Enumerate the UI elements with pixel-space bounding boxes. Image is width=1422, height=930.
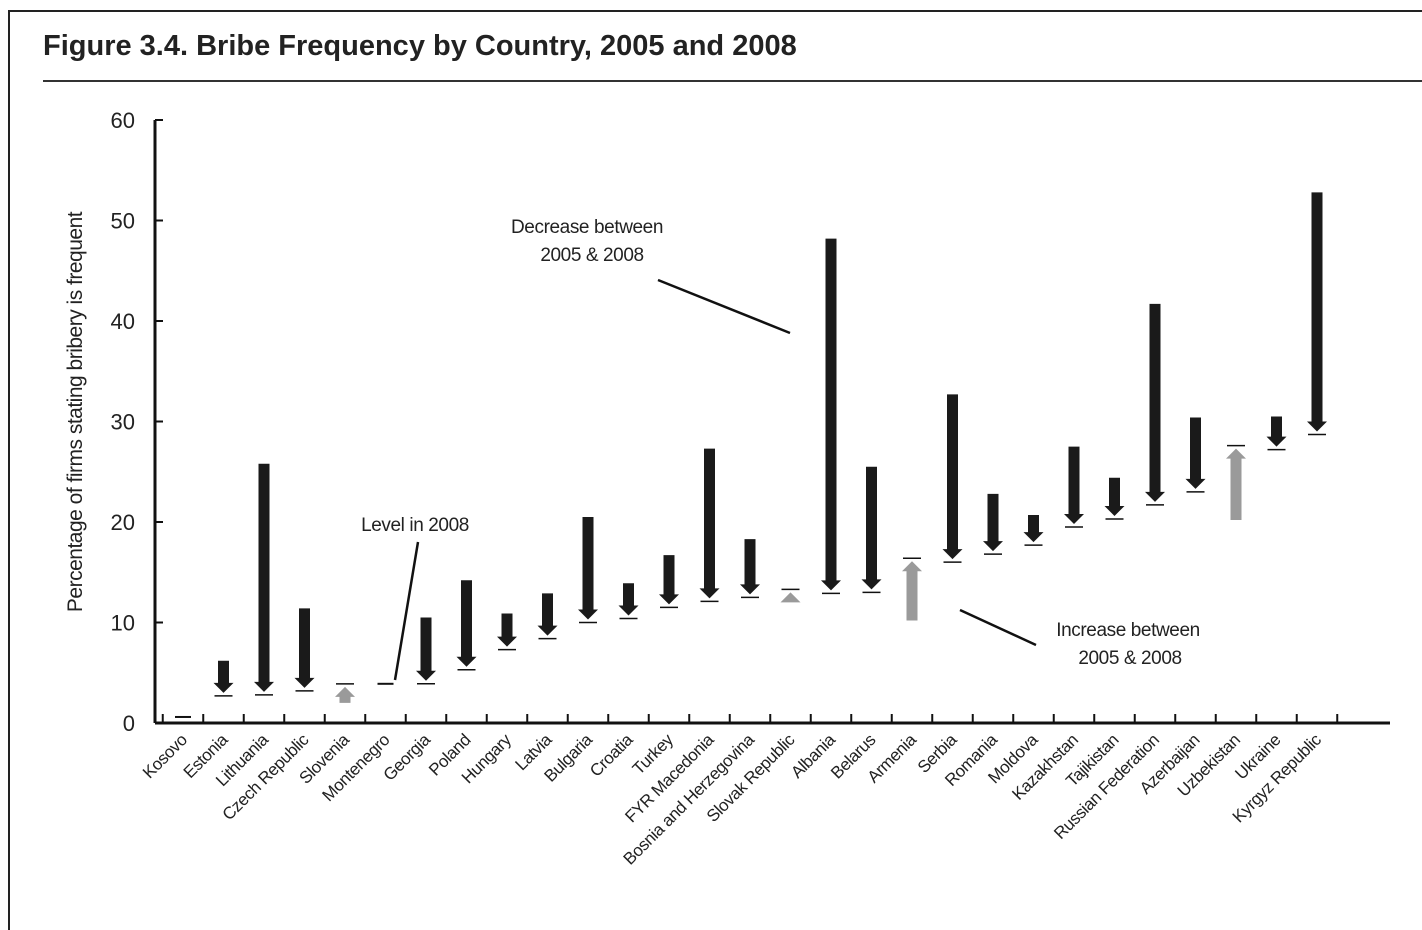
title-rule — [43, 80, 1422, 82]
y-tick-label: 30 — [111, 410, 135, 435]
decrease-arrow — [1185, 417, 1206, 489]
annotation-text: Increase between — [1056, 620, 1200, 641]
increase-arrow — [1226, 448, 1246, 520]
decrease-arrow — [497, 613, 517, 647]
figure-frame — [8, 10, 1422, 930]
decrease-arrow — [942, 394, 963, 560]
y-tick-label: 10 — [111, 611, 135, 636]
decrease-arrow — [1104, 477, 1125, 516]
annotation-leader-line — [393, 541, 420, 681]
decrease-arrow — [537, 593, 558, 636]
annotation-text: 2005 & 2008 — [540, 245, 643, 266]
y-axis-label: Percentage of firms stating bribery is f… — [64, 211, 87, 612]
y-tick-label: 60 — [111, 108, 135, 133]
annotation-leader-line — [657, 278, 791, 335]
decrease-arrow — [821, 238, 841, 591]
annotation-text: Level in 2008 — [361, 515, 469, 536]
decrease-arrow — [659, 555, 679, 605]
decrease-arrow — [416, 617, 436, 681]
decrease-arrow — [578, 516, 598, 620]
decrease-arrow — [213, 660, 234, 693]
decrease-arrow — [699, 448, 720, 599]
annotation-leader-line — [959, 608, 1037, 647]
increase-arrow — [335, 686, 355, 703]
decrease-arrow — [1266, 416, 1287, 447]
decrease-arrow — [1023, 514, 1044, 543]
y-tick-label: 50 — [111, 209, 135, 234]
y-tick-label: 0 — [123, 711, 135, 736]
y-tick-label: 40 — [111, 309, 135, 334]
decrease-arrow — [1064, 446, 1084, 525]
figure-title: Figure 3.4. Bribe Frequency by Country, … — [43, 30, 797, 62]
annotation-text: 2005 & 2008 — [1078, 648, 1181, 669]
decrease-arrow — [294, 608, 315, 688]
x-tick-label: Georgia — [380, 730, 435, 785]
annotation-text: Decrease between — [511, 217, 663, 238]
x-tick-label: Croatia — [586, 730, 637, 781]
y-tick-label: 20 — [111, 510, 135, 535]
chart-annotations: Decrease between 2005 & 2008 Level in 2008… — [361, 217, 1200, 681]
decrease-arrow — [1307, 192, 1327, 432]
decrease-arrow — [618, 583, 639, 616]
y-axis: 0 10 20 30 40 50 60 Percentage of firms stating… — [64, 108, 163, 736]
decrease-arrow — [861, 466, 882, 590]
increase-arrow — [780, 592, 801, 603]
decrease-arrow — [1145, 303, 1165, 502]
decrease-arrow — [456, 580, 477, 667]
decrease-arrow — [983, 493, 1003, 552]
x-tick-label: Kosovo — [139, 730, 191, 782]
chart-marks — [175, 192, 1327, 718]
decrease-arrow — [740, 539, 760, 595]
increase-arrow — [902, 561, 922, 621]
decrease-arrow — [254, 463, 274, 692]
